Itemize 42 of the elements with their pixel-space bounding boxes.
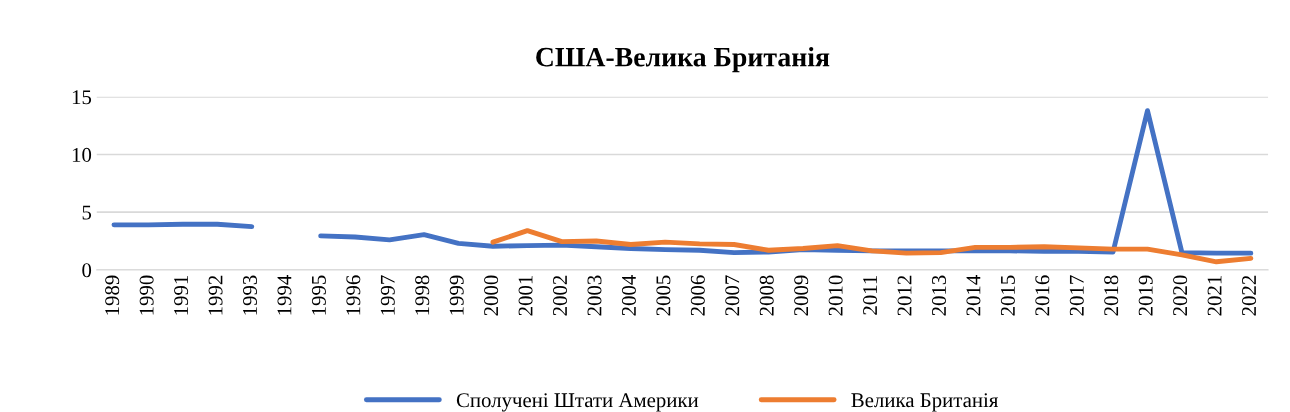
- x-tick-label: 2000: [484, 275, 499, 316]
- x-tick-label: 2009: [794, 275, 809, 316]
- x-tick-label: 1993: [242, 275, 257, 315]
- x-tick-label: 1998: [415, 275, 430, 315]
- x-tick-label: 2014: [966, 275, 981, 316]
- x-tick-label: 2022: [1242, 275, 1257, 316]
- y-tick-label: 0: [82, 263, 92, 278]
- x-tick-label: 1989: [105, 275, 120, 315]
- x-tick-label: 2002: [552, 275, 568, 316]
- x-tick-label: 1996: [346, 275, 361, 315]
- x-tick-label: 2006: [690, 275, 705, 316]
- chart-title: США-Велика Британія: [536, 46, 830, 73]
- x-tick-label: 2004: [621, 275, 636, 316]
- x-tick-label: 1995: [311, 275, 326, 315]
- y-tick-label: 15: [72, 90, 92, 105]
- x-tick-label: 2010: [828, 275, 843, 316]
- x-tick-label: 1991: [174, 275, 189, 315]
- x-tick-label: 1999: [449, 275, 464, 315]
- x-tick-label: 2013: [931, 275, 946, 316]
- x-tick-label: 2021: [1207, 275, 1222, 316]
- x-tick-label: 2012: [897, 275, 912, 316]
- x-tick-label: 2015: [1000, 275, 1015, 316]
- x-tick-label: 1990: [139, 275, 154, 315]
- x-tick-label: 1992: [208, 275, 223, 315]
- x-tick-label: 2005: [656, 275, 671, 316]
- line-series: [490, 228, 1254, 265]
- x-tick-label: 2020: [1173, 275, 1188, 316]
- x-tick-label: 1997: [380, 275, 395, 315]
- y-tick-label: 5: [82, 205, 92, 220]
- legend-label: Сполучені Штати Америки: [456, 393, 699, 412]
- x-tick-label: 2018: [1104, 275, 1119, 316]
- x-tick-label: 2001: [518, 275, 533, 316]
- x-tick-label: 2003: [587, 275, 602, 316]
- x-tick-label: 2008: [759, 275, 774, 316]
- x-tick-label: 2019: [1138, 275, 1153, 316]
- legend-label: Велика Британія: [851, 393, 999, 412]
- x-tick-label: 2011: [863, 275, 878, 315]
- x-tick-label: 2016: [1035, 275, 1050, 316]
- x-tick-label: 2007: [725, 275, 740, 316]
- y-tick-label: 10: [72, 147, 92, 162]
- x-tick-label: 2017: [1069, 275, 1084, 316]
- x-tick-label: 1994: [277, 275, 292, 315]
